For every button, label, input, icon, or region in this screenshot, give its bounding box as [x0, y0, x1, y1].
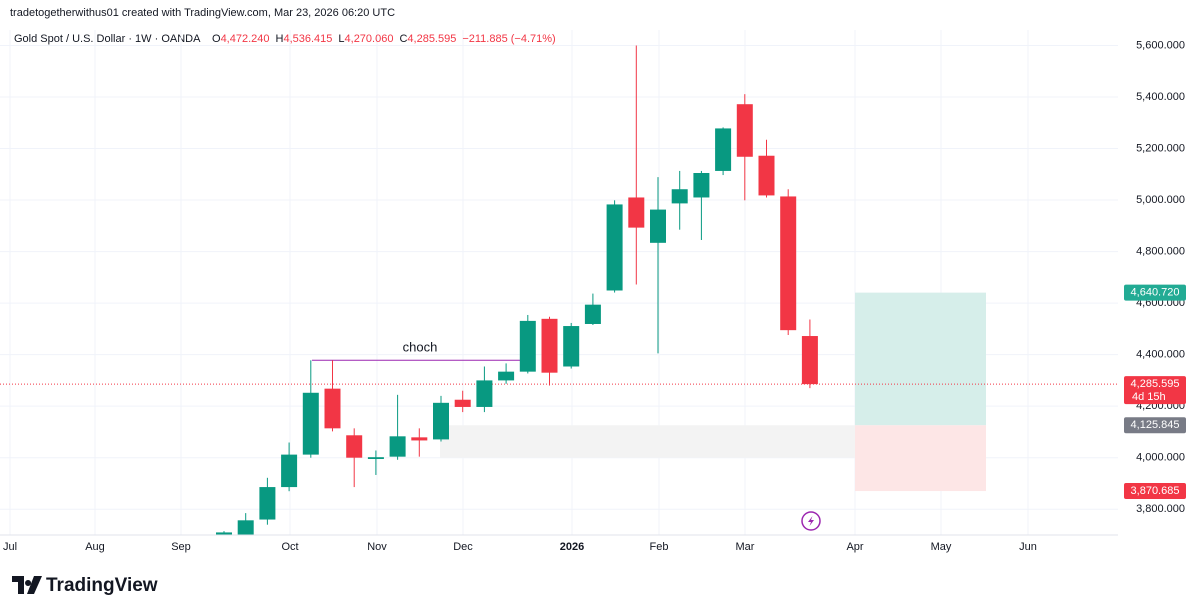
ohlc: O4,472.240 H4,536.415 L4,270.060 C4,285.595…: [212, 33, 556, 45]
candle-body: [671, 189, 688, 204]
candle-body: [584, 304, 601, 324]
candle-body: [367, 457, 384, 459]
y-tick-label: 4,800.000: [1136, 245, 1185, 257]
candle-body: [563, 326, 580, 367]
countdown: 4d 15h: [1132, 391, 1166, 403]
candle-body: [780, 196, 797, 331]
candle-body: [758, 155, 775, 196]
y-tick-label: 3,800.000: [1136, 503, 1185, 515]
y-tick-label: 5,400.000: [1136, 91, 1185, 103]
price-tag-label: 4,285.595: [1131, 378, 1180, 390]
plot: choch: [0, 30, 1118, 535]
candle-body: [281, 454, 298, 488]
ohlc-key: O: [212, 33, 221, 45]
y-tick-label: 5,600.000: [1136, 39, 1185, 51]
ohlc-key: L: [338, 33, 344, 45]
choch-label: choch: [403, 340, 438, 355]
price-tag-label: 4,640.720: [1131, 287, 1180, 299]
candle-body: [519, 320, 536, 372]
x-tick-label: 2026: [560, 541, 584, 553]
y-tick-label: 4,400.000: [1136, 349, 1185, 361]
candle-body: [541, 318, 558, 373]
candle-body: [259, 487, 276, 520]
zone: [440, 425, 855, 458]
price-tag-label: 3,870.685: [1131, 485, 1180, 497]
zone: [855, 425, 986, 492]
y-tick-label: 4,000.000: [1136, 452, 1185, 464]
y-tick-label: 5,200.000: [1136, 142, 1185, 154]
ohlc-key: C: [399, 33, 407, 45]
ohlc-value: 4,472.240: [221, 33, 270, 45]
candle-body: [411, 437, 428, 441]
x-tick-label: Oct: [281, 541, 298, 553]
x-tick-label: Feb: [650, 541, 669, 553]
candle-body: [324, 388, 341, 429]
candle-body: [454, 399, 471, 407]
candle-body: [237, 520, 254, 535]
credit: tradetogetherwithus01 created with Tradi…: [10, 7, 395, 19]
price-tag: [1124, 483, 1186, 500]
candle-body: [302, 392, 319, 455]
candle-body: [476, 380, 493, 407]
zone: [855, 292, 986, 426]
candle-body: [628, 197, 645, 228]
y-tick-label: 5,000.000: [1136, 194, 1185, 206]
ohlc-value: 4,536.415: [283, 33, 332, 45]
x-tick-label: May: [931, 541, 952, 553]
ohlc-value: 4,270.060: [345, 33, 394, 45]
change: −211.885 (−4.71%): [462, 33, 555, 45]
candle-body: [216, 532, 232, 535]
symbol: Gold Spot / U.S. Dollar · 1W · OANDA: [14, 33, 201, 45]
x-tick-label: Dec: [453, 541, 473, 553]
ohlc-key: H: [276, 33, 284, 45]
logo: TradingView: [46, 575, 158, 596]
candle-body: [715, 128, 732, 171]
x-tick-label: Mar: [736, 541, 755, 553]
candle-body: [498, 371, 515, 381]
candle-body: [736, 104, 753, 157]
x-tick-label: Nov: [367, 541, 387, 553]
candle-body: [801, 336, 818, 385]
x-tick-label: Apr: [846, 541, 863, 553]
logo-mark: [12, 576, 42, 594]
candle-body: [346, 435, 363, 458]
x-tick-label: Jun: [1019, 541, 1037, 553]
x-tick-label: Jul: [3, 541, 17, 553]
price-tag-label: 4,125.845: [1131, 419, 1180, 431]
event-icon: [801, 511, 821, 531]
price-tag: [1124, 417, 1186, 434]
candle-body: [433, 402, 449, 440]
candle-body: [693, 172, 710, 198]
ohlc-value: 4,285.595: [407, 33, 456, 45]
candle-body: [389, 436, 406, 457]
x-tick-label: Sep: [171, 541, 191, 553]
x-tick-label: Aug: [85, 541, 105, 553]
price-tag: [1124, 284, 1186, 301]
price-tag: [1124, 376, 1186, 405]
candle-body: [606, 204, 623, 291]
candle-body: [650, 209, 666, 243]
